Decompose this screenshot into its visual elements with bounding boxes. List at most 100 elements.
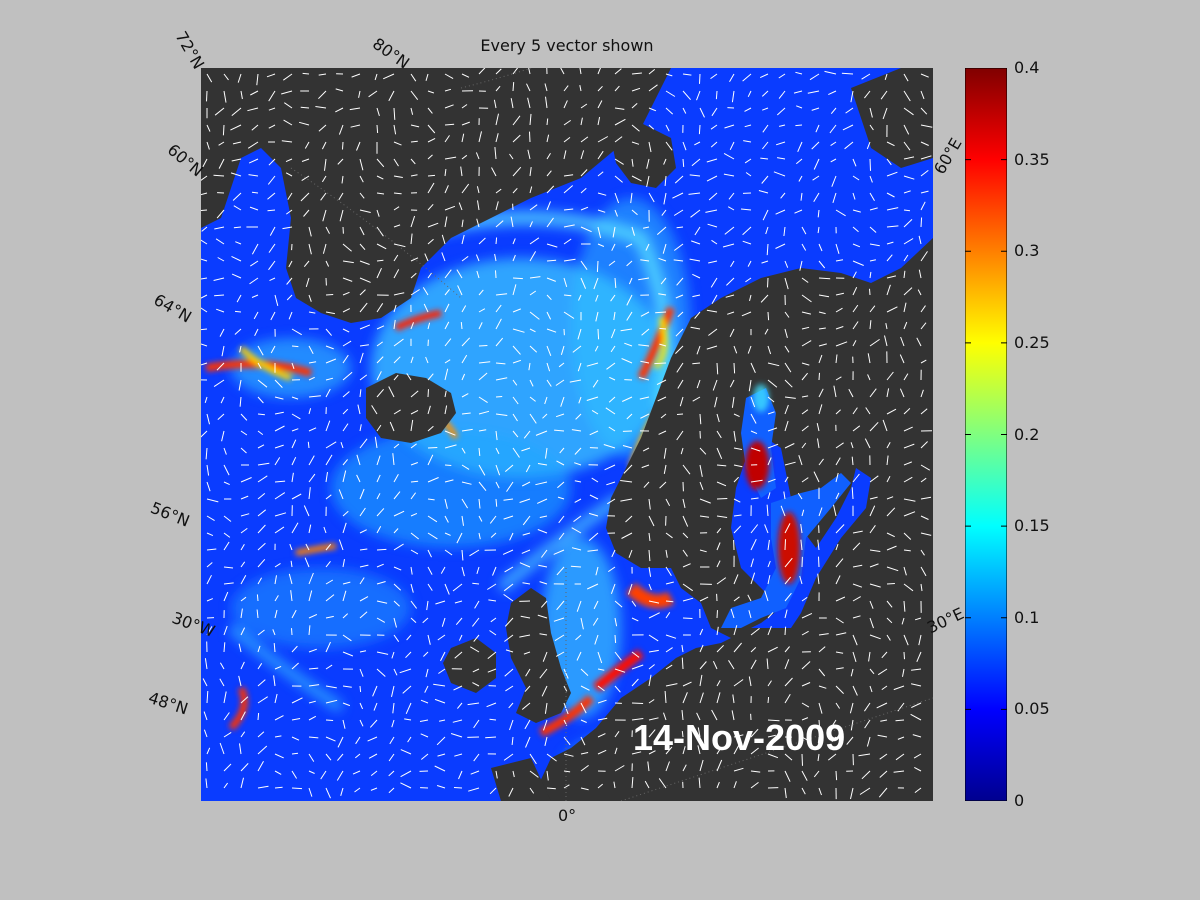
velocity-vector — [325, 494, 332, 500]
velocity-vector — [478, 429, 487, 432]
velocity-vector — [614, 747, 618, 755]
date-label: 14-Nov-2009 — [633, 717, 846, 758]
velocity-vector — [376, 107, 380, 117]
velocity-vector — [886, 600, 893, 608]
velocity-vector — [852, 175, 860, 181]
lat-label-64n: 64°N — [150, 290, 195, 327]
velocity-vector — [206, 690, 209, 704]
velocity-vector — [760, 294, 769, 303]
velocity-vector — [427, 549, 432, 558]
velocity-vector — [903, 156, 915, 160]
velocity-vector — [223, 691, 227, 704]
velocity-vector — [231, 273, 242, 279]
velocity-vector — [341, 175, 344, 184]
velocity-vector — [801, 787, 806, 795]
velocity-vector — [626, 413, 633, 420]
velocity-vector — [376, 158, 385, 168]
velocity-vector — [240, 608, 243, 619]
velocity-vector — [495, 133, 499, 143]
velocity-vector — [818, 787, 822, 796]
velocity-vector — [427, 498, 435, 501]
velocity-vector — [407, 736, 412, 743]
velocity-vector — [322, 209, 327, 222]
velocity-vector — [300, 106, 310, 109]
velocity-vector — [537, 463, 548, 466]
velocity-vector — [506, 481, 514, 492]
velocity-vector — [444, 444, 457, 449]
velocity-vector — [512, 359, 522, 364]
velocity-vector — [716, 626, 719, 636]
velocity-vector — [544, 396, 548, 405]
velocity-vector — [780, 505, 786, 517]
velocity-vector — [422, 617, 429, 624]
velocity-vector — [460, 322, 463, 330]
velocity-vector — [529, 167, 532, 177]
velocity-vector — [232, 141, 242, 145]
velocity-vector — [342, 719, 346, 729]
velocity-vector — [367, 736, 378, 742]
velocity-vector — [256, 73, 259, 86]
velocity-vector — [665, 761, 670, 772]
velocity-vector — [580, 685, 590, 691]
velocity-vector — [289, 543, 293, 551]
velocity-vector — [818, 719, 821, 731]
velocity-vector — [325, 719, 334, 721]
velocity-vector — [711, 709, 718, 721]
velocity-vector — [767, 719, 780, 722]
velocity-vector — [918, 634, 922, 646]
velocity-vector — [610, 294, 616, 302]
velocity-vector — [920, 155, 932, 160]
velocity-vector — [410, 492, 417, 500]
velocity-vector — [359, 324, 371, 330]
velocity-vector — [673, 259, 684, 262]
velocity-vector — [489, 515, 497, 524]
velocity-vector — [563, 185, 574, 194]
velocity-vector — [593, 600, 599, 610]
velocity-vector — [767, 396, 775, 403]
velocity-vector — [597, 733, 606, 738]
velocity-vector — [903, 600, 906, 612]
graticule — [290, 68, 933, 801]
velocity-vector — [801, 226, 807, 235]
velocity-vector — [656, 379, 667, 386]
velocity-vector — [520, 615, 531, 619]
velocity-vector — [230, 124, 242, 131]
velocity-vector — [897, 736, 905, 740]
velocity-vector — [850, 442, 854, 449]
velocity-vector — [342, 328, 350, 333]
velocity-vector — [508, 787, 514, 797]
velocity-vector — [869, 388, 877, 398]
velocity-vector — [628, 583, 633, 595]
velocity-vector — [504, 566, 514, 573]
velocity-vector — [665, 90, 676, 97]
velocity-vector — [342, 590, 347, 602]
velocity-vector — [478, 410, 490, 415]
velocity-vector — [750, 413, 757, 424]
velocity-vector — [535, 430, 548, 436]
velocity-vector — [201, 175, 208, 181]
velocity-vector — [882, 107, 888, 120]
velocity-vector — [864, 438, 871, 449]
velocity-vector — [744, 124, 752, 128]
velocity-vector — [578, 294, 582, 301]
velocity-vector — [580, 136, 589, 143]
velocity-vector — [835, 632, 847, 636]
velocity-vector — [767, 443, 779, 449]
velocity-vector — [658, 257, 667, 262]
velocity-vector — [835, 243, 840, 254]
velocity-vector — [764, 328, 769, 335]
velocity-vector — [706, 345, 718, 350]
velocity-vector — [540, 600, 548, 608]
velocity-vector — [793, 90, 803, 94]
velocity-vector — [376, 563, 384, 568]
velocity-vector — [220, 396, 225, 404]
velocity-vector — [849, 702, 854, 714]
velocity-vector — [580, 277, 587, 289]
velocity-vector — [869, 634, 881, 640]
velocity-vector — [648, 612, 660, 619]
velocity-vector — [648, 69, 656, 75]
velocity-vector — [420, 753, 429, 760]
velocity-vector — [537, 529, 548, 534]
velocity-vector — [824, 70, 837, 75]
velocity-vector — [425, 356, 429, 364]
